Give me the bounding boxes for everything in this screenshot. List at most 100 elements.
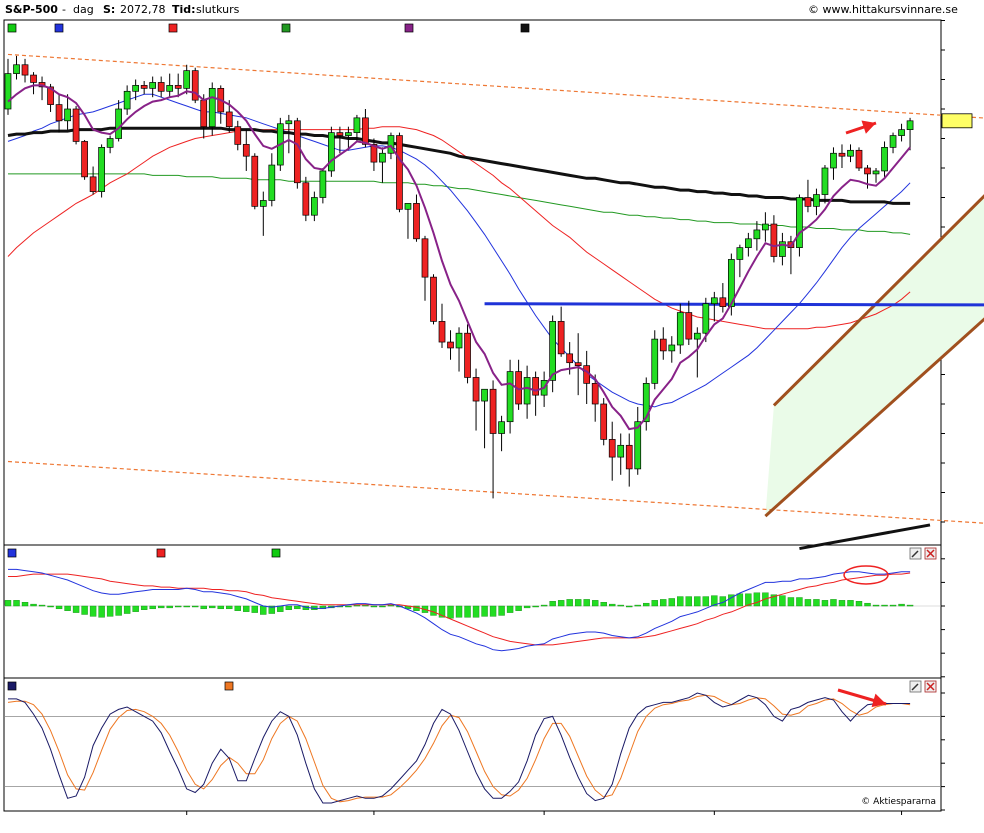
divergence-bar bbox=[64, 605, 71, 611]
divergence-bar bbox=[745, 593, 752, 607]
macd-line bbox=[8, 568, 911, 652]
candle-body bbox=[251, 155, 259, 207]
close-icon-stroke bbox=[926, 549, 935, 558]
candle-body bbox=[455, 332, 463, 349]
divergence-bar bbox=[609, 603, 616, 607]
macd-panel-frame bbox=[3, 544, 942, 679]
candle-body bbox=[668, 344, 676, 352]
divergence-bar bbox=[430, 605, 437, 616]
candle-body bbox=[872, 170, 880, 175]
candle-body bbox=[72, 108, 80, 142]
legend-swatch-ma3 bbox=[281, 23, 291, 33]
divergence-bar bbox=[591, 600, 599, 607]
candle-body bbox=[132, 85, 139, 92]
resistance-line bbox=[484, 302, 984, 307]
candle-body bbox=[302, 182, 310, 216]
divergence-bar bbox=[285, 605, 293, 610]
divergence-bar bbox=[55, 605, 63, 610]
divergence-bar bbox=[643, 602, 650, 607]
divergence-bar bbox=[455, 605, 463, 618]
divergence-bar bbox=[226, 605, 233, 610]
divergence-bar bbox=[694, 596, 701, 607]
candle-body bbox=[821, 167, 829, 195]
candle-body bbox=[404, 203, 412, 210]
candle-body bbox=[864, 167, 871, 175]
price-value: 2072,78 bbox=[120, 3, 166, 16]
candle-body bbox=[234, 126, 242, 145]
time-label: Tid: bbox=[172, 3, 196, 16]
divergence-bar bbox=[574, 599, 582, 607]
divergence-bar bbox=[796, 597, 803, 607]
price-label: S: bbox=[103, 3, 116, 16]
candle-body bbox=[770, 223, 778, 257]
divergence-bar bbox=[447, 605, 454, 619]
candle-body bbox=[685, 312, 693, 340]
divergence-bar bbox=[617, 604, 624, 607]
divergence-bar bbox=[72, 605, 80, 613]
candle-body bbox=[736, 247, 744, 260]
last-price-tag bbox=[941, 113, 973, 129]
divergence-bar bbox=[728, 594, 735, 607]
candle-body bbox=[659, 338, 667, 352]
divergence-bar bbox=[906, 604, 914, 607]
divergence-bar bbox=[753, 592, 761, 607]
divergence-bar bbox=[523, 605, 531, 609]
divergence-bar bbox=[779, 595, 786, 607]
divergence-bar bbox=[294, 605, 301, 610]
divergence-bar bbox=[847, 600, 854, 607]
candle-body bbox=[55, 104, 63, 122]
candle-body bbox=[413, 203, 420, 240]
candle-body bbox=[242, 144, 250, 157]
time-value: slutkurs bbox=[196, 3, 240, 16]
price-arrow-head bbox=[861, 120, 876, 134]
legend-swatch-ema1 bbox=[404, 23, 414, 33]
wrench-icon-shape bbox=[911, 683, 919, 691]
candle-body bbox=[591, 383, 599, 405]
candle-body bbox=[438, 321, 446, 343]
candle-body bbox=[881, 147, 888, 172]
divergence-bar bbox=[583, 599, 590, 607]
candle-body bbox=[421, 238, 429, 278]
divergence-bar bbox=[38, 604, 46, 607]
candle-body bbox=[779, 241, 786, 257]
candle-body bbox=[81, 141, 88, 178]
candle-body bbox=[608, 439, 616, 458]
candle-body bbox=[574, 362, 582, 367]
divergence-bar bbox=[277, 605, 284, 612]
candle-body bbox=[106, 138, 114, 148]
divergence-bar bbox=[821, 600, 829, 607]
stoch-d-line bbox=[7, 694, 911, 803]
candle-body bbox=[847, 149, 854, 157]
candle-body bbox=[379, 152, 386, 163]
divergence-bar bbox=[898, 603, 905, 607]
divergence-bar bbox=[677, 596, 684, 607]
divergence-bar bbox=[260, 605, 267, 615]
candle-body bbox=[191, 70, 199, 101]
divergence-bar bbox=[47, 605, 54, 608]
candle-body bbox=[285, 120, 293, 125]
candle-body bbox=[676, 312, 684, 346]
legend-swatch-ma4 bbox=[520, 23, 530, 33]
divergence-bar bbox=[21, 602, 29, 607]
divergence-bar bbox=[770, 594, 778, 607]
candle-body bbox=[166, 85, 174, 92]
divergence-bar bbox=[140, 605, 148, 610]
divergence-bar bbox=[549, 601, 556, 607]
divergence-bar bbox=[498, 605, 505, 616]
stoch-legend-bg bbox=[5, 679, 385, 693]
divergence-bar bbox=[174, 605, 182, 608]
channel-line bbox=[772, 194, 984, 407]
divergence-bar bbox=[13, 600, 20, 607]
legend-swatch-div bbox=[271, 548, 281, 558]
divergence-bar bbox=[183, 605, 190, 608]
legend-swatch-macd bbox=[7, 548, 17, 558]
divergence-bar bbox=[464, 605, 471, 618]
divergence-bar bbox=[702, 596, 710, 607]
price-legend-bg bbox=[5, 21, 940, 36]
candle-body bbox=[345, 132, 352, 136]
divergence-bar bbox=[217, 605, 224, 610]
candle-body bbox=[149, 82, 157, 89]
divergence-bar bbox=[166, 605, 173, 609]
divergence-bar bbox=[379, 605, 386, 608]
